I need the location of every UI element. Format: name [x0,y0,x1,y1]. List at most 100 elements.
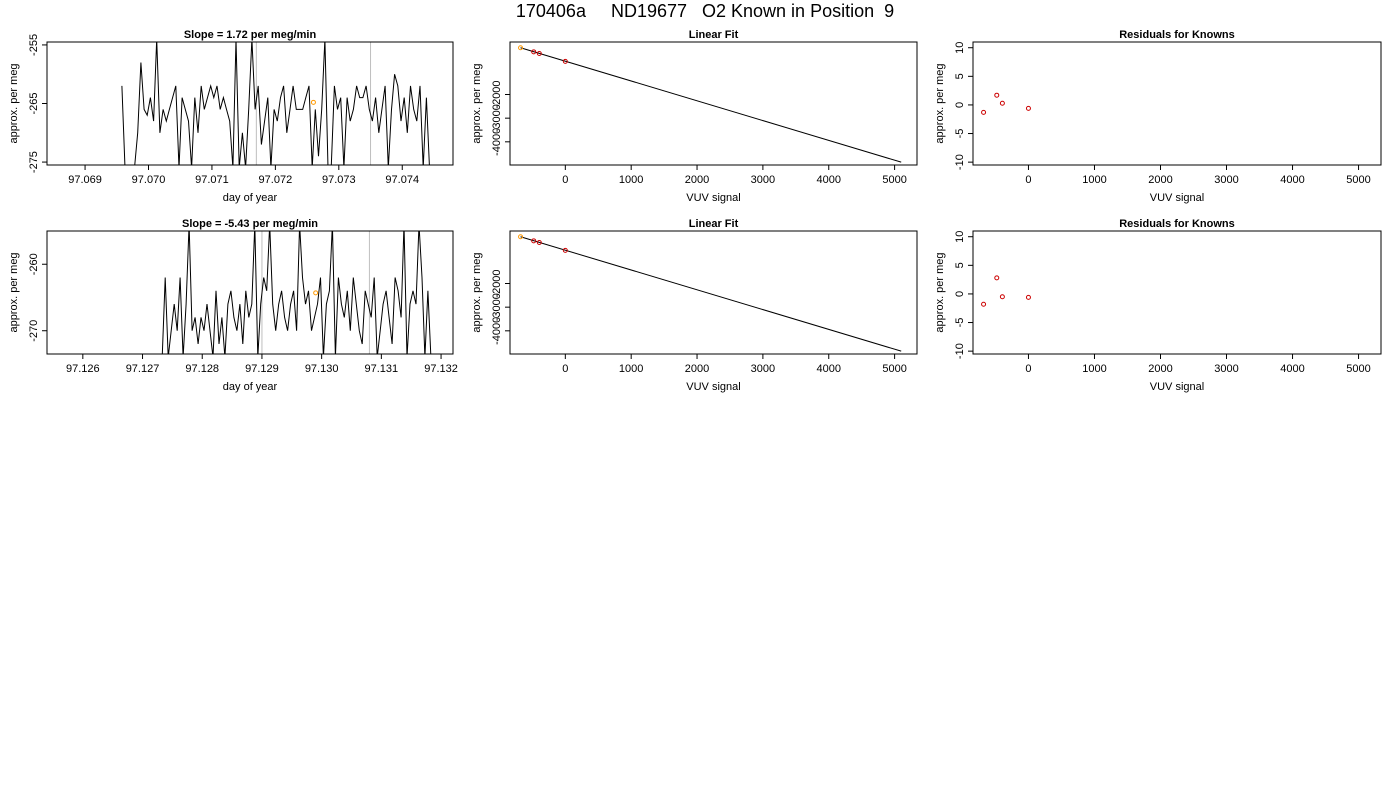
x-tick-label: 1000 [1082,174,1106,186]
y-tick-label: -2000 [491,269,503,297]
data-point [536,239,542,245]
panel-title: Slope = 1.72 per meg/min [184,29,317,41]
x-tick-label: 2000 [1148,174,1172,186]
y-tick-label: -265 [28,92,40,114]
x-tick-label: 2000 [685,174,709,186]
y-tick-label: -4000 [491,128,503,156]
chart-panel-3: Residuals for Knowns 0 1000 2000 3000 4000 500… [934,29,1382,204]
y-tick-label: 0 [954,102,966,108]
fit-line [520,47,902,163]
plot-frame [46,230,454,355]
y-tick-label: -3000 [491,104,503,132]
x-tick-label: 4000 [817,174,841,186]
x-tick-label: 2000 [1148,363,1172,375]
x-tick-label: 1000 [1082,363,1106,375]
data-point [562,58,568,64]
plot-frame [972,230,1382,355]
data-point [994,92,1000,98]
x-tick-label: 4000 [1280,174,1304,186]
plot-area [518,45,902,163]
y-tick-label: -3000 [491,293,503,321]
plot-area [981,275,1031,307]
x-axis-label: day of year [223,381,278,393]
x-tick-label: 5000 [1346,174,1370,186]
y-tick-label: -10 [954,154,966,170]
data-point [562,247,568,253]
data-point [999,294,1005,300]
y-tick-label: -275 [28,151,40,173]
y-tick-label: -260 [28,253,40,275]
x-tick-label: 97.131 [365,363,399,375]
chart-panel-4: Slope = -5.43 per meg/min 97.126 97.127 97.… [8,218,458,393]
y-tick-label: -5 [954,129,966,139]
figure-title: 170406a ND19677 O2 Known in Position 9 [515,1,895,21]
plot-frame [972,41,1382,166]
x-axis-label: VUV signal [1150,192,1204,204]
plot-area [161,231,432,354]
x-tick-label: 97.074 [385,174,419,186]
x-tick-label: 0 [562,363,568,375]
data-point [981,109,987,115]
y-axis-label: approx. per meg [934,252,946,332]
x-tick-label: 97.128 [185,363,219,375]
highlight-point [313,290,319,296]
x-tick-label: 97.072 [259,174,293,186]
data-point [1025,105,1031,111]
x-tick-label: 0 [1025,174,1031,186]
chart-panel-1: Slope = 1.72 per meg/min 97.069 97.070 97.0… [8,29,454,204]
highlight-point [518,234,524,240]
x-tick-label: 0 [1025,363,1031,375]
x-tick-label: 5000 [882,363,906,375]
y-axis-label: approx. per meg [8,252,20,332]
chart-panel-2: Linear Fit 0 1000 2000 3000 4000 5000 -2000-300… [471,29,918,204]
y-tick-label: -10 [954,343,966,359]
x-tick-label: 2000 [685,363,709,375]
x-tick-label: 97.069 [68,174,102,186]
x-tick-label: 3000 [1214,174,1238,186]
y-tick-label: 5 [954,262,966,268]
plot-area [518,234,902,352]
y-axis-label: approx. per meg [471,252,483,332]
panel-title: Residuals for Knowns [1119,29,1235,41]
fit-line [520,236,902,352]
x-tick-label: 4000 [817,363,841,375]
data-point [531,238,537,244]
plot-area [121,42,430,165]
chart-panel-5: Linear Fit 0 1000 2000 3000 4000 5000 -2000-300… [471,218,918,393]
plot-area [981,92,1031,115]
x-tick-label: 97.129 [245,363,279,375]
data-point [536,50,542,56]
y-tick-label: -5 [954,318,966,328]
data-point [994,275,1000,281]
y-tick-label: -255 [28,34,40,56]
y-axis-label: approx. per meg [471,63,483,143]
data-point [981,301,987,307]
highlight-point [518,45,524,51]
panel-title: Linear Fit [689,218,739,230]
x-tick-label: 5000 [882,174,906,186]
y-tick-label: 10 [954,42,966,54]
x-tick-label: 3000 [751,174,775,186]
series-line [161,231,432,354]
y-tick-label: -4000 [491,317,503,345]
plot-frame [509,41,918,166]
x-tick-label: 97.127 [126,363,160,375]
x-axis-label: VUV signal [686,192,740,204]
data-point [1025,294,1031,300]
y-axis-label: approx. per meg [934,63,946,143]
chart-panel-6: Residuals for Knowns 0 1000 2000 3000 4000 500… [934,218,1382,393]
panel-title: Slope = -5.43 per meg/min [182,218,318,230]
x-tick-label: 3000 [751,363,775,375]
series-line [121,42,430,165]
x-tick-label: 4000 [1280,363,1304,375]
y-tick-label: 5 [954,73,966,79]
data-point [531,49,537,55]
x-tick-label: 97.130 [305,363,339,375]
panel-title: Linear Fit [689,29,739,41]
x-tick-label: 1000 [619,363,643,375]
y-tick-label: -270 [28,320,40,342]
plot-frame [509,230,918,355]
y-tick-label: -2000 [491,80,503,108]
data-point [999,100,1005,106]
